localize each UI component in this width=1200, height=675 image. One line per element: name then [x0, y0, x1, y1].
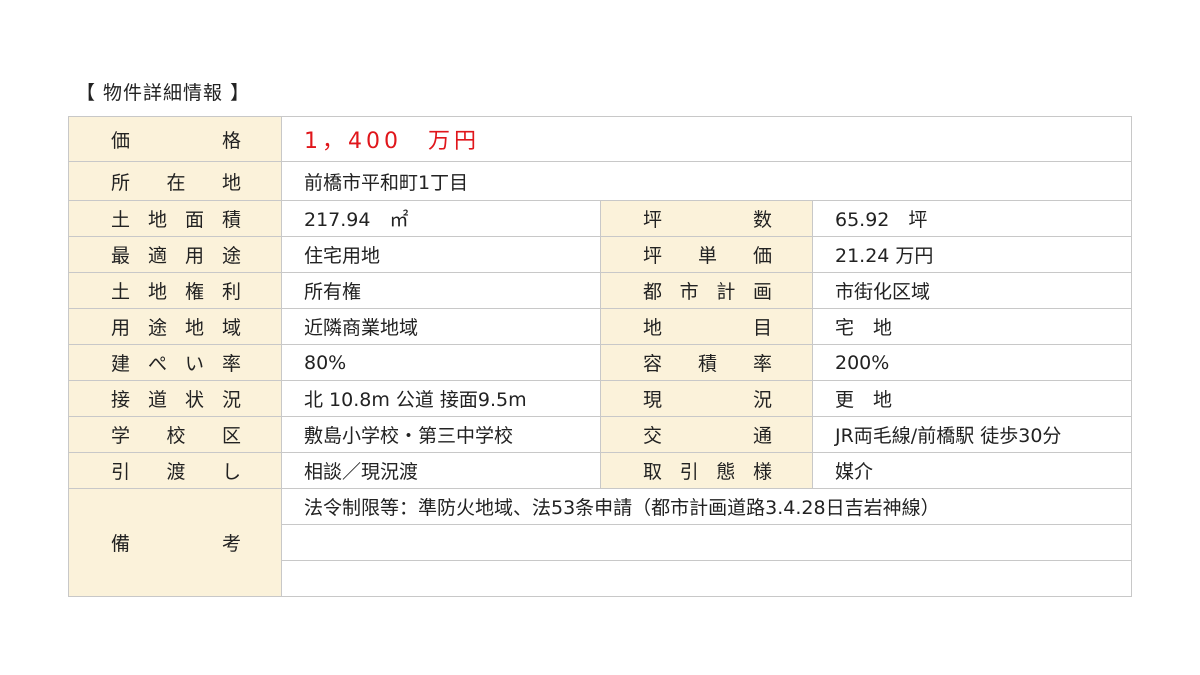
remarks-line: [280, 524, 1133, 561]
row-value: 更 地: [811, 380, 1133, 417]
remarks-label: 備考: [68, 488, 282, 597]
row-label: 取引態様: [600, 452, 813, 489]
row-value: 21.24 万円: [811, 236, 1133, 273]
row-value: 宅 地: [811, 308, 1133, 345]
detail-row: 用途地域 近隣商業地域 地目宅 地: [68, 308, 1133, 345]
remarks-row: 備考 法令制限等：準防火地域、法53条申請（都市計画道路3.4.28日吉岩神線）: [68, 488, 1133, 597]
row-value: 200%: [811, 344, 1133, 381]
detail-row: 接道状況北 10.8m 公道 接面9.5m 現況更 地: [68, 380, 1133, 417]
remarks-line: 法令制限等：準防火地域、法53条申請（都市計画道路3.4.28日吉岩神線）: [280, 488, 1133, 525]
row-value: 北 10.8m 公道 接面9.5m: [281, 380, 601, 417]
row-value: 所有権: [281, 272, 601, 309]
row-value: 80%: [281, 344, 601, 381]
row-value: 媒介: [811, 452, 1133, 489]
row-label: 用途地域: [68, 308, 282, 345]
detail-row: 建ぺい率 80% 容積率 200%: [68, 344, 1133, 381]
address-row: 所在地 前橋市平和町1丁目: [68, 161, 1133, 201]
price-value: 1，400 万円: [280, 116, 1133, 162]
row-value: 近隣商業地域: [281, 308, 601, 345]
row-value: 住宅用地: [281, 236, 601, 273]
remarks-row: [69, 560, 1133, 597]
detail-row: 最適用途 住宅用地 坪単価 21.24 万円: [68, 236, 1133, 273]
row-label: 建ぺい率: [68, 344, 282, 381]
row-label: 土地権利: [68, 272, 282, 309]
row-label: 土地面積: [68, 200, 282, 237]
row-label: 都市計画: [600, 272, 813, 309]
row-value: 敷島小学校・第三中学校: [281, 416, 601, 453]
row-label: 学校区: [68, 416, 282, 453]
row-value: 市街化区域: [811, 272, 1133, 309]
row-label: 容積率: [600, 344, 813, 381]
row-value: JR両毛線/前橋駅 徒歩30分: [811, 416, 1133, 453]
row-value: 217.94 ㎡: [281, 200, 601, 237]
remarks-line: [280, 560, 1133, 597]
section-title: 【 物件詳細情報 】: [76, 82, 251, 104]
price-label: 価格: [68, 116, 282, 162]
row-label: 現況: [600, 380, 813, 417]
detail-row: 学校区 敷島小学校・第三中学校 交通 JR両毛線/前橋駅 徒歩30分: [68, 416, 1133, 453]
row-label: 坪数: [600, 200, 813, 237]
row-label: 接道状況: [68, 380, 282, 417]
row-label: 最適用途: [68, 236, 282, 273]
row-label: 交通: [600, 416, 813, 453]
price-row: 価格 1，400 万円: [68, 116, 1133, 162]
detail-row: 土地権利 所有権 都市計画 市街化区域: [68, 272, 1133, 309]
address-value: 前橋市平和町1丁目: [280, 161, 1133, 201]
row-label: 坪単価: [600, 236, 813, 273]
row-label: 地目: [600, 308, 813, 345]
row-label: 引渡し: [68, 452, 282, 489]
row-value: 相談／現況渡: [281, 452, 601, 489]
address-label: 所在地: [68, 161, 282, 201]
row-value: 65.92 坪: [811, 200, 1133, 237]
detail-row: 引渡し 相談／現況渡 取引態様 媒介: [68, 452, 1133, 489]
